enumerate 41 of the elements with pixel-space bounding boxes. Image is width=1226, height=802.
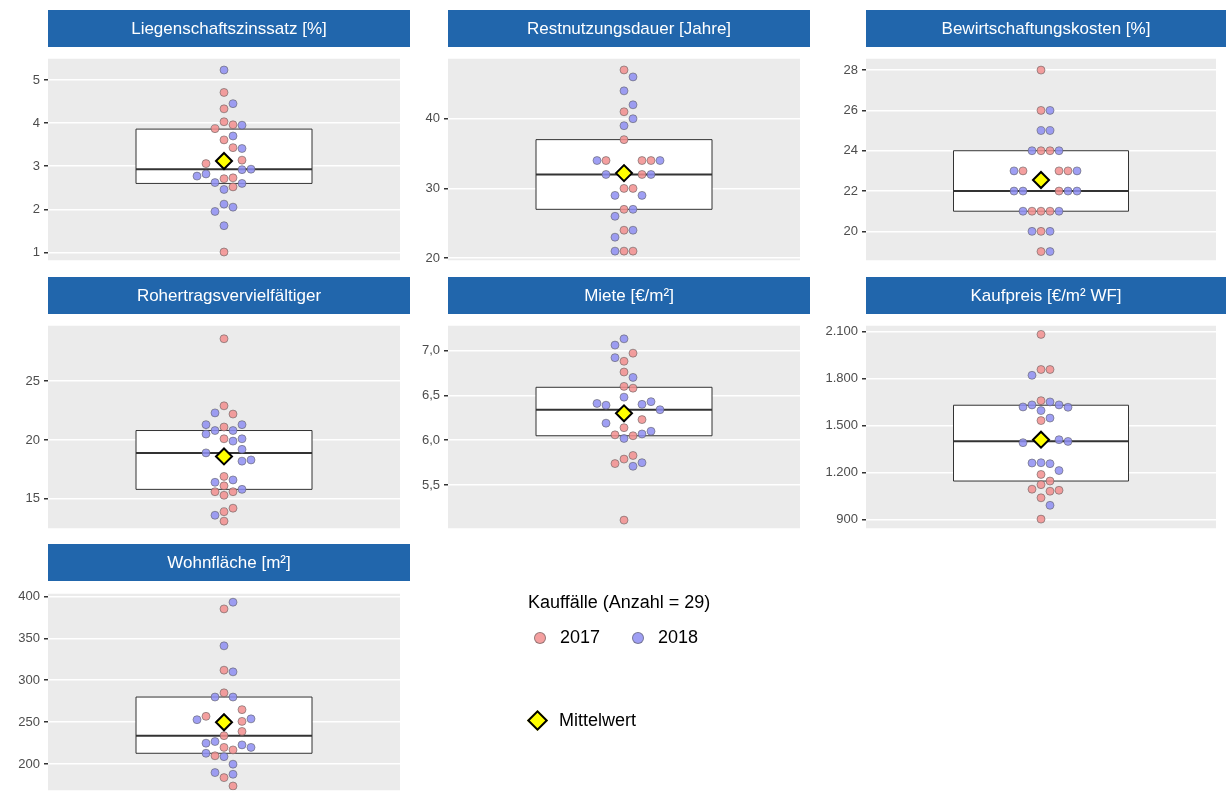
y-tick-label: 1.500: [825, 417, 858, 433]
y-tick-label: 1.800: [825, 370, 858, 386]
y-tick-label: 30: [425, 180, 440, 195]
y-tick-label: 5,5: [421, 476, 440, 492]
y-tick-label: 1: [32, 244, 40, 260]
y-tick-label: 250: [18, 713, 40, 729]
y-tick-label: 400: [18, 587, 40, 603]
y-tick-label: 22: [843, 182, 858, 198]
chart-title: Bewirtschaftungskosten [%]: [866, 10, 1226, 47]
y-tick-label: 25: [25, 372, 40, 388]
y-tick-label: 2: [32, 200, 40, 216]
chart-title: Miete [€/m²]: [448, 277, 810, 314]
y-tick-label: 20: [25, 431, 40, 447]
y-tick-label: 350: [18, 629, 40, 645]
legend-label: Mittelwert: [559, 710, 637, 731]
chart-title: Liegenschaftszinssatz [%]: [48, 10, 410, 47]
chart-title: Rohertragsvervielfältiger: [48, 277, 410, 314]
y-tick-label: 3: [32, 157, 40, 173]
y-tick-label: 20: [425, 249, 440, 265]
y-tick-label: 7,0: [421, 342, 440, 358]
y-tick-label: 900: [836, 511, 858, 527]
y-tick-label: 2.100: [825, 323, 858, 339]
y-tick-label: 15: [25, 490, 40, 506]
y-tick-label: 40: [425, 110, 440, 126]
y-tick-label: 6,0: [421, 431, 440, 447]
legend-title: Kauffälle (Anzahl = 29): [528, 592, 712, 613]
y-tick-label: 300: [18, 671, 40, 687]
y-tick-label: 24: [843, 142, 858, 158]
y-tick-label: 20: [843, 222, 858, 238]
chart-title: Wohnfläche [m²]: [48, 544, 410, 581]
y-tick-label: 1.200: [825, 464, 858, 480]
chart-title: Kaufpreis [€/m² WF]: [866, 277, 1226, 314]
chart-title: Restnutzungsdauer [Jahre]: [448, 10, 810, 47]
legend-label: 2017: [560, 627, 601, 648]
y-tick-label: 26: [843, 101, 858, 117]
legend-label: 2018: [658, 627, 699, 648]
y-tick-label: 28: [843, 61, 858, 77]
y-tick-label: 200: [18, 755, 40, 771]
y-tick-label: 4: [32, 114, 40, 130]
y-tick-label: 5: [32, 71, 40, 87]
y-tick-label: 6,5: [421, 386, 440, 402]
